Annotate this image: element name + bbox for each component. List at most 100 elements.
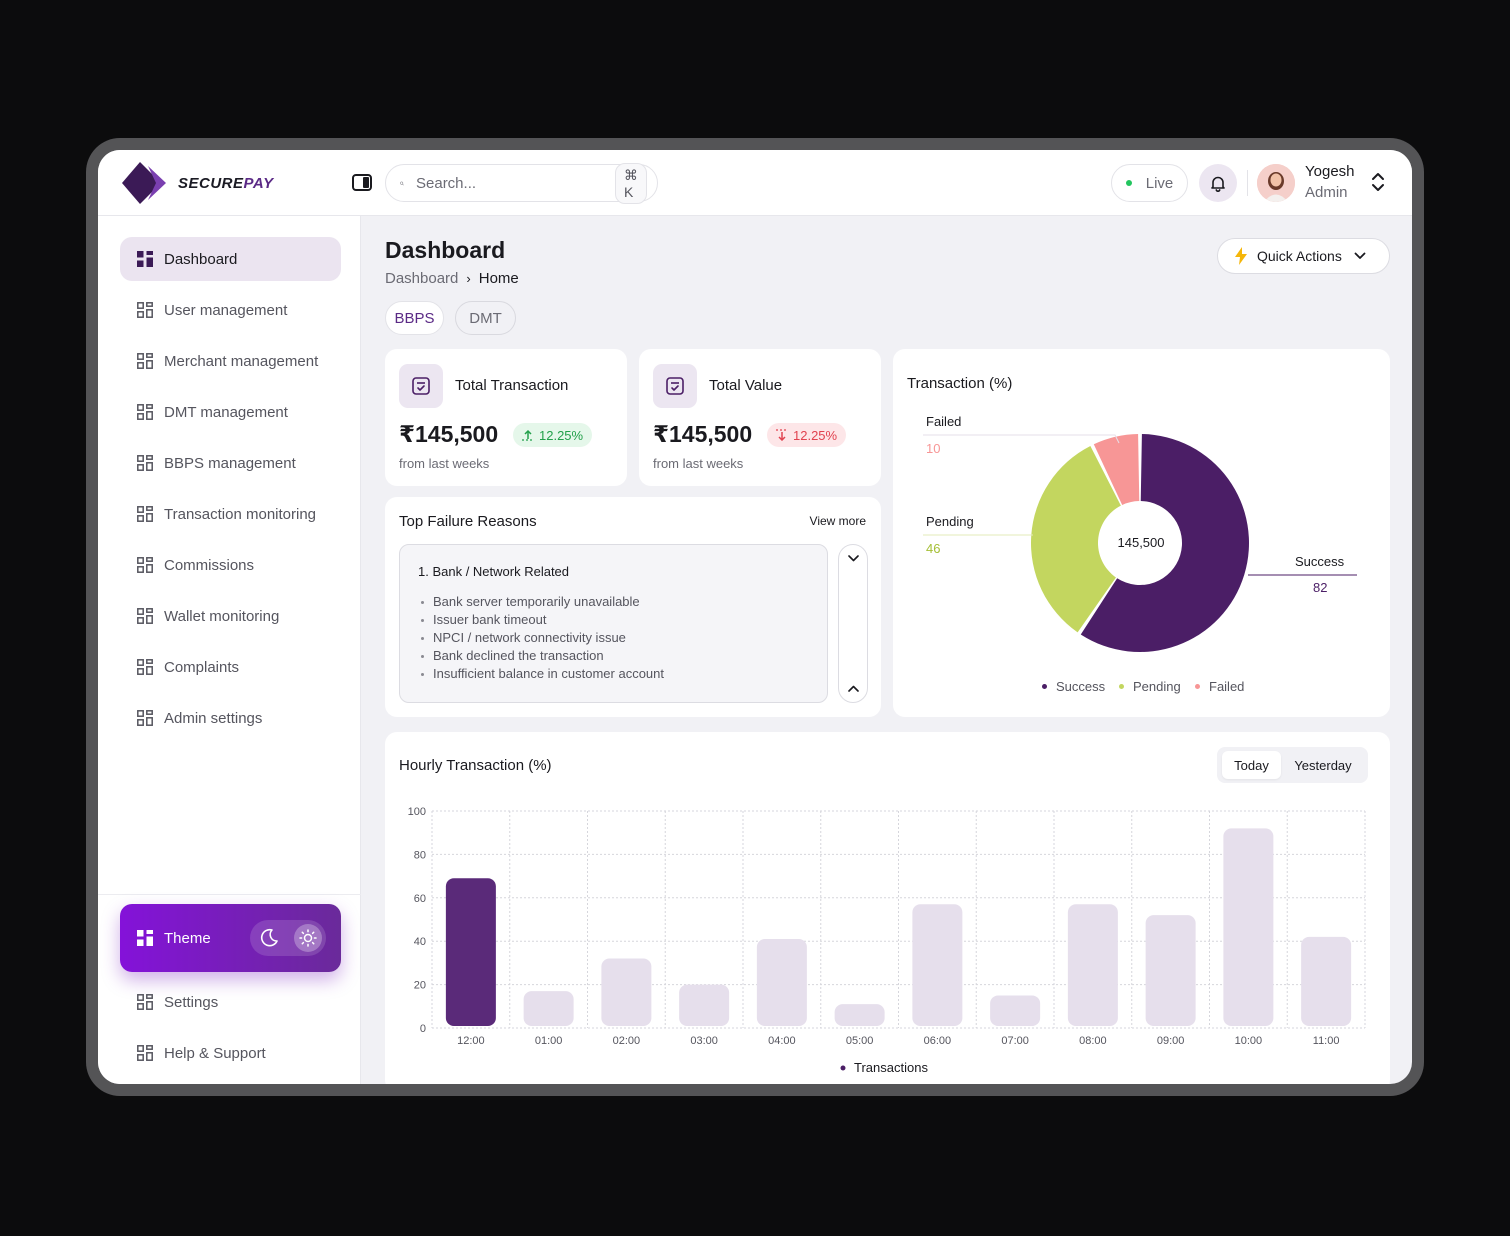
x-tick-label: 04:00 [768, 1035, 796, 1047]
theme-toggle[interactable] [250, 920, 326, 956]
bar-1200[interactable] [445, 878, 496, 1026]
sidebar-item-dashboard[interactable]: Dashboard [120, 237, 341, 281]
bar-0900[interactable] [1145, 915, 1196, 1026]
failure-reason-list: Bank server temporarily unavailable Issue… [420, 593, 664, 683]
stat-card-total-transaction: Total Transaction ₹145,500 12.25% from l… [385, 349, 627, 486]
legend-dot-icon [1042, 684, 1047, 689]
sidebar-item-dmt-management[interactable]: DMT management [120, 390, 341, 434]
sidebar-item-merchant-management[interactable]: Merchant management [120, 339, 341, 383]
bar-0500[interactable] [834, 1004, 885, 1026]
sidebar-item-complaints[interactable]: Complaints [120, 645, 341, 689]
sun-icon [299, 929, 317, 947]
page-title: Dashboard [385, 237, 506, 263]
y-tick-label: 100 [408, 806, 426, 818]
x-tick-label: 01:00 [535, 1035, 563, 1047]
failure-reasons-card: Top Failure Reasons View more 1. Bank / … [385, 497, 881, 717]
breadcrumb-root[interactable]: Dashboard [385, 270, 459, 287]
legend-dot-icon [1195, 684, 1200, 689]
range-yesterday-button[interactable]: Yesterday [1294, 757, 1352, 773]
tab-dmt[interactable]: DMT [455, 301, 516, 335]
pending-label: Pending [926, 514, 974, 529]
sidebar-item-label: Admin settings [164, 709, 263, 727]
grid-icon [137, 455, 153, 471]
bar-1000[interactable] [1223, 828, 1274, 1026]
app-window: SECUREPAY ⌘ K Live Yogesh Admin [98, 150, 1412, 1084]
search-bar[interactable]: ⌘ K [385, 162, 658, 204]
sidebar-item-label: Complaints [164, 658, 240, 676]
bar-0300[interactable] [679, 984, 730, 1026]
trend-up-icon [522, 429, 534, 441]
range-today-button[interactable]: Today [1222, 751, 1281, 779]
stat-icon-box [653, 364, 697, 408]
bar-0800[interactable] [1067, 904, 1118, 1026]
sidebar-toggle-icon[interactable] [352, 174, 372, 191]
failed-label: Failed [926, 414, 962, 429]
legend-dot-icon [840, 1065, 846, 1071]
hourly-bar-chart: 0 20 40 60 80 100 12:00 01:00 02:00 03:00 04:00 05:… [408, 806, 1366, 1075]
x-tick-label: 12:00 [457, 1035, 485, 1047]
quick-actions-label: Quick Actions [1257, 248, 1342, 264]
sidebar-item-help-support[interactable]: Help & Support [120, 1031, 341, 1075]
sidebar-item-transaction-monitoring[interactable]: Transaction monitoring [120, 492, 341, 536]
donut-slice-pending[interactable] [1031, 445, 1121, 633]
bar-0100[interactable] [523, 991, 574, 1026]
breadcrumb-current: Home [478, 270, 519, 287]
sidebar-item-label: Settings [164, 993, 219, 1011]
user-name: Yogesh [1305, 163, 1355, 180]
legend-item-success: Success [1042, 679, 1105, 694]
sidebar-item-commissions[interactable]: Commissions [120, 543, 341, 587]
y-tick-label: 80 [414, 849, 426, 861]
notifications-button[interactable] [1199, 164, 1237, 202]
bell-icon [1211, 176, 1225, 192]
chevron-up-icon[interactable] [848, 685, 859, 692]
donut-slice-failed[interactable] [1093, 434, 1140, 505]
success-label: Success [1295, 554, 1345, 569]
chart-legend-label: Transactions [854, 1060, 928, 1075]
chevron-down-icon[interactable] [848, 555, 859, 562]
user-role: Admin [1305, 184, 1348, 201]
stat-value: ₹145,500 [653, 421, 753, 447]
moon-icon[interactable] [258, 927, 280, 949]
grid-icon [137, 608, 153, 624]
stat-icon-box [399, 364, 443, 408]
avatar[interactable] [1257, 164, 1295, 202]
brand-name: SECUREPAY [178, 174, 274, 192]
failure-category-title: 1. Bank / Network Related [418, 564, 570, 579]
bar-0400[interactable] [756, 939, 807, 1026]
range-toggle: Today Yesterday [1217, 747, 1368, 783]
theme-switcher[interactable]: Theme [120, 904, 341, 972]
bar-0200[interactable] [601, 958, 652, 1026]
sun-button[interactable] [294, 924, 322, 952]
sidebar-item-admin-settings[interactable]: Admin settings [120, 696, 341, 740]
failed-leader-line [923, 434, 1120, 444]
sidebar-item-label: Help & Support [164, 1044, 266, 1062]
bar-0700[interactable] [990, 995, 1041, 1026]
search-input[interactable] [416, 174, 615, 192]
legend-label: Success [1056, 679, 1106, 694]
y-tick-label: 20 [414, 980, 426, 992]
grid-icon [137, 994, 153, 1010]
donut-slice-success[interactable] [1080, 434, 1249, 652]
live-status-button[interactable]: Live [1111, 164, 1188, 202]
tab-bbps[interactable]: BBPS [385, 301, 444, 335]
sidebar-item-bbps-management[interactable]: BBPS management [120, 441, 341, 485]
stat-subtitle: from last weeks [399, 456, 490, 471]
failure-scroll-control [838, 544, 868, 703]
sidebar-item-user-management[interactable]: User management [120, 288, 341, 332]
stat-subtitle: from last weeks [653, 456, 744, 471]
sidebar-item-wallet-monitoring[interactable]: Wallet monitoring [120, 594, 341, 638]
x-tick-label: 11:00 [1313, 1035, 1340, 1047]
chevron-up-down-icon[interactable] [1371, 172, 1385, 192]
bar-0600[interactable] [912, 904, 963, 1026]
view-more-link[interactable]: View more [809, 514, 866, 528]
sidebar-item-label: User management [164, 301, 288, 319]
sidebar-item-label: Commissions [164, 556, 255, 574]
brand-logo[interactable]: SECUREPAY [122, 162, 274, 204]
dashboard-grid-icon [137, 930, 153, 946]
legend-label: Pending [1133, 679, 1181, 694]
grid-icon [137, 302, 153, 318]
bar-1100[interactable] [1301, 936, 1352, 1026]
sidebar-item-settings[interactable]: Settings [120, 980, 341, 1024]
grid-icon [137, 710, 153, 726]
quick-actions-button[interactable]: Quick Actions [1217, 238, 1390, 274]
